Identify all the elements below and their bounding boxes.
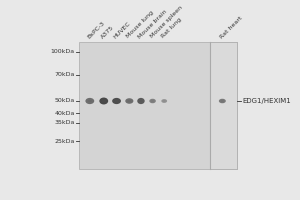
Ellipse shape xyxy=(102,100,106,102)
Text: 35kDa: 35kDa xyxy=(54,120,75,125)
Ellipse shape xyxy=(220,100,224,102)
Ellipse shape xyxy=(125,98,134,104)
Ellipse shape xyxy=(163,100,166,102)
Text: 50kDa: 50kDa xyxy=(55,98,75,104)
Ellipse shape xyxy=(127,100,131,102)
Ellipse shape xyxy=(85,98,94,104)
FancyBboxPatch shape xyxy=(79,42,237,169)
Text: Rat lung: Rat lung xyxy=(161,17,183,39)
Text: HUVEC: HUVEC xyxy=(113,20,132,39)
Ellipse shape xyxy=(161,99,167,103)
Ellipse shape xyxy=(99,98,108,104)
Text: Mouse spleen: Mouse spleen xyxy=(149,5,183,39)
Text: 40kDa: 40kDa xyxy=(54,111,75,116)
Text: EDG1/HEXIM1: EDG1/HEXIM1 xyxy=(242,98,291,104)
Text: 100kDa: 100kDa xyxy=(51,49,75,54)
Ellipse shape xyxy=(151,100,154,102)
Ellipse shape xyxy=(137,98,145,104)
Text: 25kDa: 25kDa xyxy=(54,139,75,144)
Text: Rat heart: Rat heart xyxy=(219,15,243,39)
Text: 70kDa: 70kDa xyxy=(54,72,75,77)
Ellipse shape xyxy=(139,100,143,102)
Ellipse shape xyxy=(114,100,119,102)
FancyBboxPatch shape xyxy=(210,42,238,169)
Ellipse shape xyxy=(219,99,226,103)
Ellipse shape xyxy=(149,99,156,103)
Ellipse shape xyxy=(112,98,121,104)
Text: A375: A375 xyxy=(100,24,115,39)
Ellipse shape xyxy=(88,100,92,102)
Text: BxPC-3: BxPC-3 xyxy=(86,20,106,39)
Text: Mouse lung: Mouse lung xyxy=(126,10,155,39)
Text: Mouse brain: Mouse brain xyxy=(137,9,168,39)
